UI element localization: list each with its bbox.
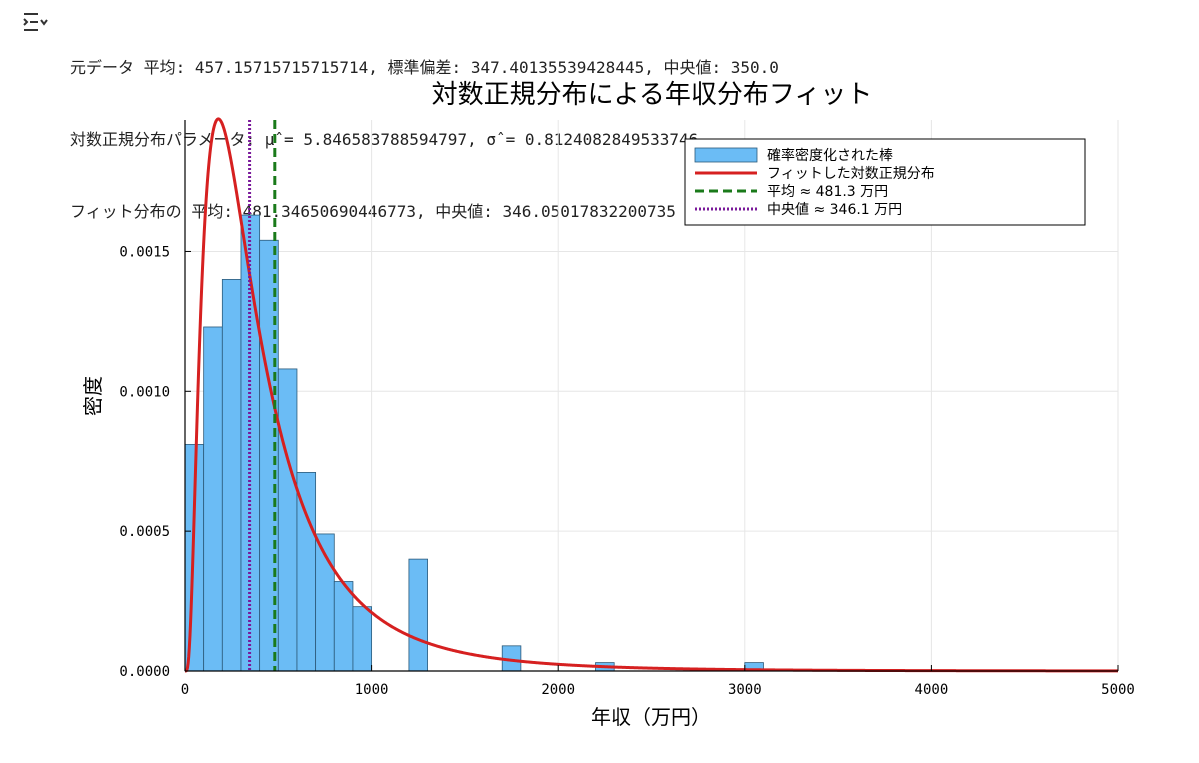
legend-label-fit: フィットした対数正規分布: [767, 166, 935, 182]
chart-title: 対数正規分布による年収分布フィット: [432, 80, 873, 110]
legend-label-bar: 確率密度化された棒: [767, 147, 893, 164]
tick-labels: 0 1000 2000 3000 4000 5000 0.0000 0.0005 0.0010 0…: [119, 244, 1134, 698]
cell-output-text: 元データ 平均: 457.15715715715714, 標準偏差: 347.4…: [70, 8, 779, 248]
x-tick-label-2: 2000: [541, 682, 575, 698]
histogram-bar-6: [296, 472, 317, 672]
y-axis-label: 密度: [81, 376, 105, 416]
histogram-bar-1: [203, 326, 223, 672]
x-tick-label-0: 0: [181, 682, 189, 698]
output-line-fit-stats: フィット分布の 平均: 481.34650690446773, 中央値: 346…: [70, 202, 676, 221]
y-tick-label-3: 0.0015: [119, 244, 170, 260]
output-collapse-icon[interactable]: [22, 10, 50, 34]
histogram-bar-9: [352, 606, 373, 672]
output-line-raw-stats: 元データ 平均: 457.15715715715714, 標準偏差: 347.4…: [70, 58, 779, 77]
output-line-params: 対数正規分布パラメータ: μ̂ = 5.846583788594797, σ̂ …: [70, 130, 699, 149]
y-tick-label-0: 0.0000: [119, 664, 170, 680]
x-tick-label-5: 5000: [1101, 682, 1135, 698]
legend-label-mean: 平均 ≈ 481.3 万円: [767, 184, 888, 200]
y-tick-label-2: 0.0010: [119, 384, 170, 400]
axes: [184, 120, 1118, 672]
legend-label-median: 中央値 ≈ 346.1 万円: [767, 202, 902, 218]
x-tick-label-3: 3000: [728, 682, 762, 698]
histogram-bar-2: [221, 279, 242, 672]
x-axis-label: 年収（万円）: [591, 705, 711, 729]
histogram-bar-10: [408, 558, 428, 672]
x-tick-label-1: 1000: [355, 682, 389, 698]
histogram-bar-5: [277, 368, 298, 672]
histogram-bars: [184, 214, 764, 672]
x-tick-label-4: 4000: [915, 682, 949, 698]
y-tick-label-1: 0.0005: [119, 524, 170, 540]
legend-swatch-bars: [694, 147, 758, 163]
histogram-bar-8: [333, 581, 354, 672]
